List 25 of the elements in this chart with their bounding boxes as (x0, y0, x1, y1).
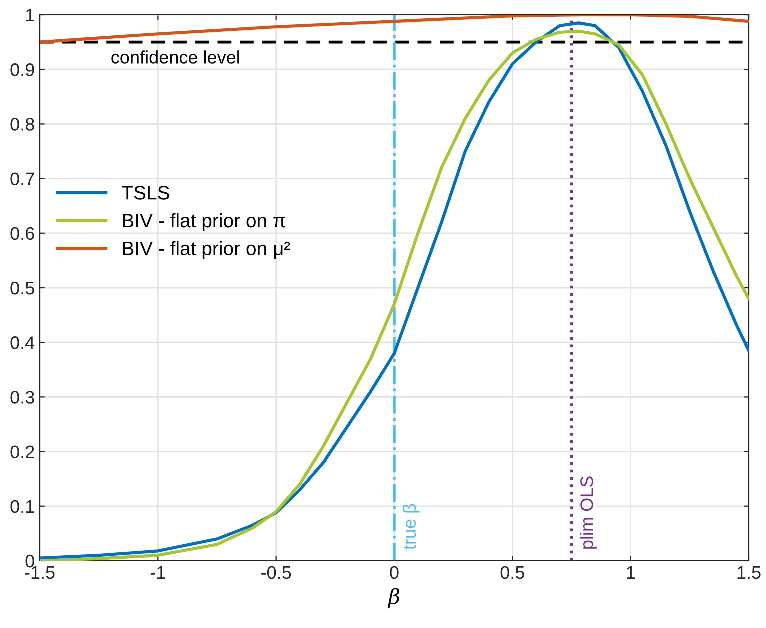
y-tick-label: 0.3 (10, 391, 34, 404)
x-tick-label: 0 (390, 566, 399, 580)
x-tick-label: -1 (150, 566, 166, 579)
y-tick-label: 0.1 (10, 500, 34, 514)
y-tick-label: 0.6 (10, 227, 34, 240)
ref-line-label: confidence level (112, 50, 240, 64)
x-tick-label: 1 (627, 566, 635, 579)
y-tick-label: 0.9 (10, 64, 34, 76)
x-tick-label: -1.5 (25, 566, 55, 580)
y-tick-label: 0.2 (10, 446, 34, 459)
y-tick-label: 1 (26, 9, 34, 22)
x-tick-label: 0.5 (500, 566, 524, 580)
ref-line-label: plim OLS (580, 476, 597, 549)
x-tick-label: 1.5 (738, 566, 761, 580)
y-tick-label: 0.5 (10, 282, 34, 295)
legend-label: BIV - flat prior on π (123, 213, 286, 232)
x-tick-label: -0.5 (262, 566, 292, 580)
legend-label: TSLS (122, 186, 170, 200)
x-axis-title: β (388, 588, 400, 609)
legend-label: BIV - flat prior on μ² (123, 241, 290, 260)
y-tick-label: 0.8 (10, 118, 34, 131)
y-tick-label: 0.7 (10, 172, 34, 186)
y-tick-label: 0.4 (10, 336, 35, 350)
ref-line-label: true β (402, 504, 420, 550)
y-tick-label: 0 (26, 554, 34, 568)
